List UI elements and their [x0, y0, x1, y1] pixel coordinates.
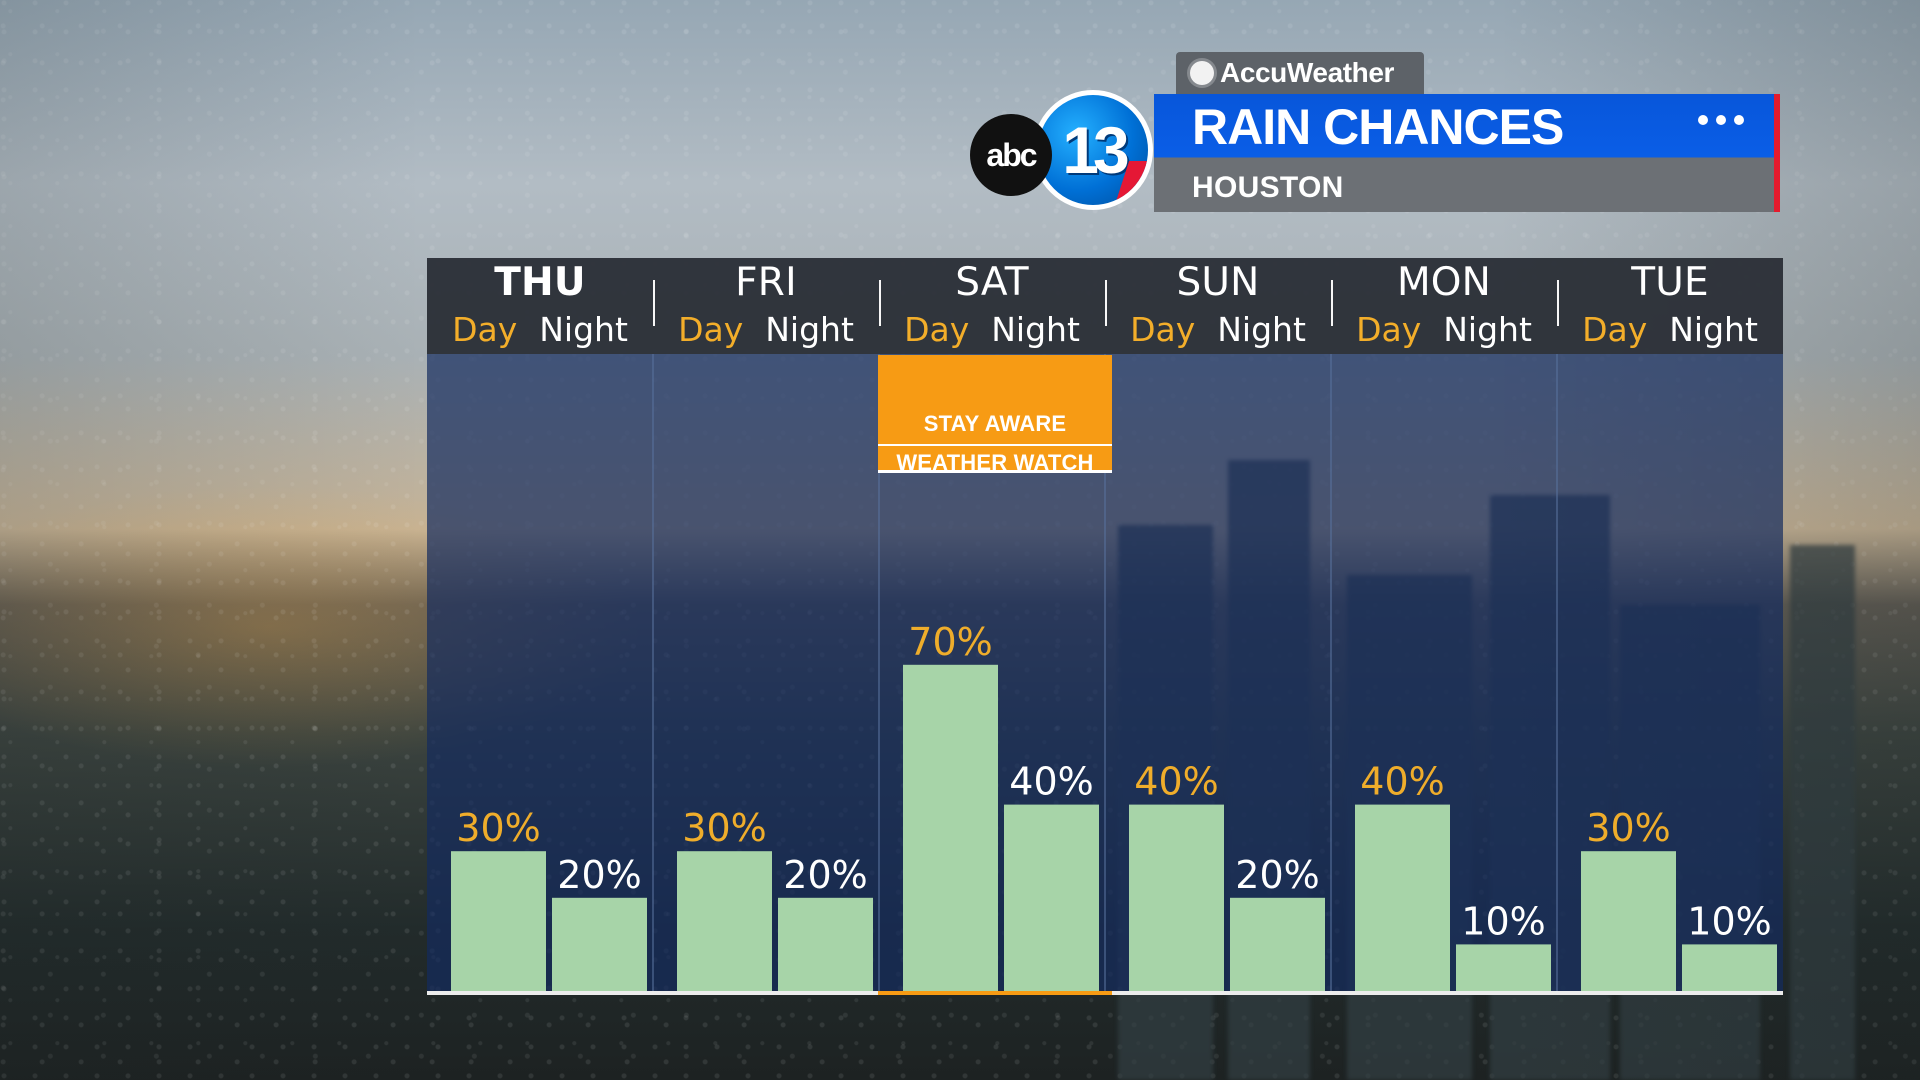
day-rain-chance-label: 40% — [1360, 760, 1444, 804]
day-period-label: Day — [1130, 310, 1196, 349]
day-rain-chance-label: 30% — [682, 806, 766, 850]
night-rain-chance-bar — [1004, 804, 1099, 991]
more-dots-icon — [1698, 115, 1744, 125]
day-column-header: TUE Day Night — [1557, 258, 1783, 354]
dot-icon — [1698, 115, 1708, 125]
night-rain-chance-bar — [552, 897, 647, 991]
abc-logo: abc — [970, 114, 1052, 196]
period-labels: Day Night — [1557, 313, 1783, 346]
rain-chance-bar-chart: 30% 20% 30% 20% 70% 40% 40% 20% 40% 10% 30% 10% — [427, 354, 1783, 995]
day-rain-chance-bar — [677, 851, 772, 991]
day-period-label: Day — [452, 310, 518, 349]
day-name: SUN — [1176, 260, 1260, 305]
day-period-label: Day — [904, 310, 970, 349]
night-rain-chance-bar — [778, 897, 873, 991]
day-rain-chance-label: 30% — [456, 806, 540, 850]
night-period-label: Night — [1669, 310, 1758, 349]
night-period-label: Night — [1443, 310, 1532, 349]
day-rain-chance-bar — [903, 664, 998, 991]
day-rain-chance-label: 30% — [1586, 806, 1670, 850]
night-rain-chance-label: 40% — [1009, 760, 1093, 804]
day-column-header: SAT Day Night — [879, 258, 1105, 354]
day-name: FRI — [735, 260, 797, 305]
blurred-city-building — [1790, 545, 1855, 1080]
brand-name: AccuWeather — [1220, 57, 1395, 88]
day-name: MON — [1396, 260, 1492, 305]
day-name: THU — [494, 260, 586, 305]
weather-watch-alert: STAY AWARE WEATHER WATCH — [878, 355, 1112, 474]
night-period-label: Night — [1217, 310, 1306, 349]
day-period-label: Day — [1356, 310, 1422, 349]
night-rain-chance-bar — [1456, 944, 1551, 991]
night-rain-chance-label: 20% — [1235, 853, 1319, 897]
accuweather-brand-tab: AccuWeather — [1176, 52, 1424, 94]
day-column-header: THU Day Night — [427, 258, 653, 354]
station-logo: abc 13 — [970, 90, 1155, 215]
dot-icon — [1716, 115, 1726, 125]
forecast-location: HOUSTON — [1192, 171, 1344, 204]
night-rain-chance-bar — [1682, 944, 1777, 991]
alert-underline — [878, 991, 1112, 995]
day-rain-chance-bar — [1581, 851, 1676, 991]
day-column-header: FRI Day Night — [653, 258, 879, 354]
period-labels: Day Night — [1331, 313, 1557, 346]
period-labels: Day Night — [653, 313, 879, 346]
forecast-title-bar: RAIN CHANCES HOUSTON — [1154, 94, 1780, 212]
day-column-header: MON Day Night — [1331, 258, 1557, 354]
sun-icon — [1190, 61, 1214, 85]
night-period-label: Night — [765, 310, 854, 349]
day-rain-chance-label: 40% — [1134, 760, 1218, 804]
night-rain-chance-label: 10% — [1687, 899, 1771, 943]
alert-line-2: WEATHER WATCH — [878, 444, 1112, 474]
night-rain-chance-label: 20% — [557, 853, 641, 897]
dot-icon — [1734, 115, 1744, 125]
rain-chance-chart-panel: THU Day Night FRI Day Night SAT Day Night SUN Day N… — [427, 258, 1783, 995]
day-name: TUE — [1631, 260, 1709, 305]
day-rain-chance-bar — [1129, 804, 1224, 991]
forecast-day-header: THU Day Night FRI Day Night SAT Day Night SUN Day N… — [427, 258, 1783, 354]
period-labels: Day Night — [879, 313, 1105, 346]
day-name: SAT — [955, 260, 1029, 305]
day-rain-chance-bar — [1355, 804, 1450, 991]
period-labels: Day Night — [1105, 313, 1331, 346]
night-rain-chance-label: 20% — [783, 853, 867, 897]
forecast-title: RAIN CHANCES — [1192, 99, 1564, 155]
period-labels: Day Night — [427, 313, 653, 346]
night-rain-chance-label: 10% — [1461, 899, 1545, 943]
alert-line-1: STAY AWARE — [923, 411, 1067, 436]
day-column-header: SUN Day Night — [1105, 258, 1331, 354]
day-period-label: Day — [1582, 310, 1648, 349]
night-period-label: Night — [991, 310, 1080, 349]
day-rain-chance-bar — [451, 851, 546, 991]
channel-13-logo: 13 — [1033, 90, 1153, 210]
night-period-label: Night — [539, 310, 628, 349]
day-period-label: Day — [678, 310, 744, 349]
night-rain-chance-bar — [1230, 897, 1325, 991]
day-rain-chance-label: 70% — [908, 620, 992, 664]
